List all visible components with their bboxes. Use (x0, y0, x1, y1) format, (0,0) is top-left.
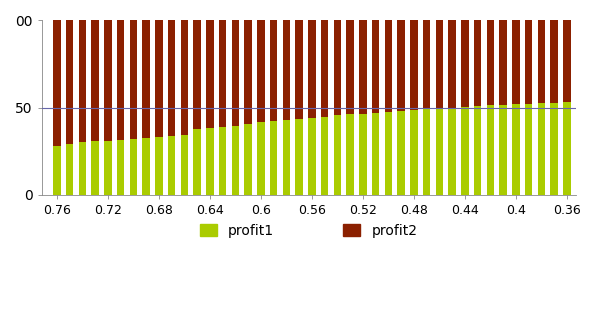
Bar (321, 20, 328, 117)
Bar (537, 103, 545, 195)
Bar (448, 20, 456, 108)
Bar (448, 108, 456, 195)
Bar (410, 110, 418, 195)
Bar (53, 20, 61, 146)
Bar (130, 20, 137, 139)
Bar (499, 105, 507, 195)
Bar (525, 20, 533, 104)
Bar (257, 122, 264, 195)
Bar (372, 113, 380, 195)
Bar (334, 115, 341, 195)
Bar (359, 20, 367, 114)
Bar (142, 20, 150, 138)
Bar (308, 20, 316, 118)
Bar (384, 20, 392, 112)
Bar (66, 144, 73, 195)
Bar (142, 138, 150, 195)
Bar (487, 20, 494, 105)
Bar (117, 140, 124, 195)
Bar (398, 20, 405, 111)
Bar (282, 120, 290, 195)
Bar (91, 20, 99, 141)
Bar (474, 20, 482, 106)
Bar (550, 103, 558, 195)
Bar (180, 135, 188, 195)
Bar (296, 119, 303, 195)
Bar (550, 20, 558, 103)
Bar (232, 20, 239, 126)
Bar (193, 20, 201, 129)
Bar (346, 20, 354, 114)
Bar (461, 20, 469, 107)
Bar (219, 127, 226, 195)
Bar (474, 106, 482, 195)
Bar (525, 104, 533, 195)
Bar (563, 20, 571, 102)
Bar (334, 20, 341, 115)
Bar (53, 146, 61, 195)
Bar (512, 20, 520, 104)
Bar (410, 20, 418, 110)
Bar (168, 20, 176, 136)
Bar (180, 20, 188, 135)
Bar (436, 20, 443, 108)
Bar (91, 141, 99, 195)
Bar (155, 20, 162, 137)
Bar (499, 20, 507, 105)
Bar (512, 104, 520, 195)
Bar (104, 20, 112, 141)
Bar (155, 137, 162, 195)
Bar (168, 136, 176, 195)
Bar (79, 142, 86, 195)
Bar (193, 129, 201, 195)
Bar (537, 20, 545, 103)
Bar (270, 20, 278, 121)
Bar (359, 114, 367, 195)
Bar (79, 20, 86, 142)
Bar (423, 109, 430, 195)
Bar (232, 126, 239, 195)
Bar (244, 20, 252, 124)
Bar (206, 20, 214, 127)
Bar (372, 20, 380, 113)
Bar (296, 20, 303, 119)
Bar (384, 112, 392, 195)
Bar (461, 107, 469, 195)
Bar (436, 108, 443, 195)
Bar (66, 20, 73, 144)
Bar (282, 20, 290, 120)
Bar (487, 105, 494, 195)
Bar (244, 124, 252, 195)
Bar (321, 117, 328, 195)
Bar (563, 102, 571, 195)
Bar (257, 20, 264, 122)
Bar (398, 111, 405, 195)
Bar (206, 127, 214, 195)
Bar (270, 121, 278, 195)
Bar (117, 20, 124, 140)
Bar (219, 20, 226, 127)
Bar (423, 20, 430, 109)
Bar (308, 118, 316, 195)
Bar (130, 139, 137, 195)
Bar (346, 114, 354, 195)
Legend: profit1, profit2: profit1, profit2 (195, 218, 423, 243)
Bar (104, 141, 112, 195)
